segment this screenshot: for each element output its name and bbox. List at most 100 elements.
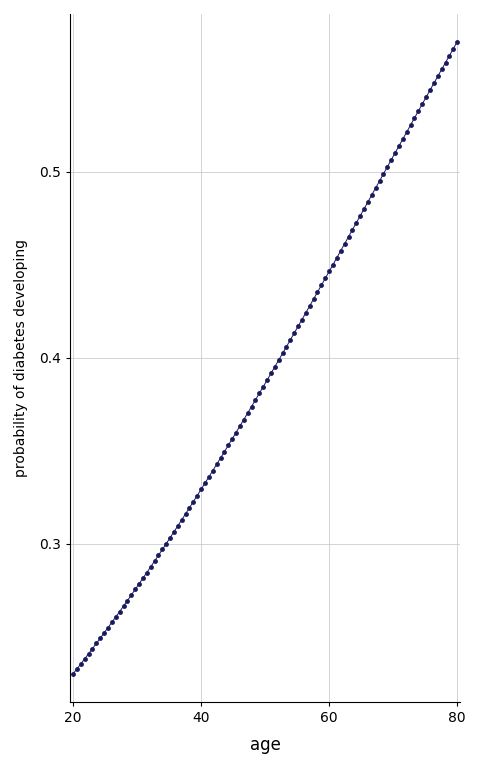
Point bbox=[104, 621, 112, 634]
Point bbox=[155, 549, 162, 561]
Point bbox=[368, 189, 376, 201]
Point bbox=[391, 147, 399, 159]
Point bbox=[236, 420, 244, 432]
Point bbox=[403, 126, 410, 138]
Point bbox=[298, 313, 306, 326]
Point bbox=[395, 140, 403, 152]
Point bbox=[415, 105, 422, 118]
Point bbox=[205, 471, 213, 483]
Point bbox=[360, 203, 368, 215]
Point bbox=[151, 555, 158, 568]
Point bbox=[186, 502, 193, 514]
Point bbox=[453, 36, 461, 48]
Point bbox=[279, 347, 287, 359]
Point bbox=[318, 279, 325, 291]
Point bbox=[89, 642, 96, 654]
Point bbox=[143, 567, 151, 579]
Point bbox=[108, 616, 116, 628]
Point bbox=[81, 653, 89, 665]
Point bbox=[252, 394, 259, 406]
Point bbox=[190, 495, 197, 508]
Point bbox=[325, 265, 333, 277]
Point bbox=[116, 605, 123, 617]
Point bbox=[228, 433, 236, 445]
Point bbox=[438, 63, 445, 75]
Point bbox=[287, 334, 294, 346]
Point bbox=[69, 667, 77, 680]
Point bbox=[275, 354, 283, 366]
Point bbox=[139, 572, 147, 584]
Point bbox=[220, 445, 228, 458]
Point bbox=[422, 91, 430, 103]
Point bbox=[306, 300, 313, 312]
Point bbox=[329, 258, 337, 270]
Point bbox=[248, 400, 255, 412]
Point bbox=[255, 387, 263, 399]
Point bbox=[356, 210, 364, 222]
Point bbox=[112, 611, 120, 623]
Point bbox=[445, 49, 453, 61]
Point bbox=[85, 647, 93, 660]
Point bbox=[430, 77, 438, 89]
Point bbox=[310, 293, 317, 305]
Point bbox=[267, 367, 275, 379]
Point bbox=[166, 531, 174, 544]
Point bbox=[449, 42, 457, 55]
Point bbox=[77, 657, 84, 670]
Point bbox=[128, 589, 135, 601]
Point bbox=[380, 167, 387, 180]
Point bbox=[73, 663, 81, 675]
Point bbox=[302, 306, 310, 319]
Point bbox=[120, 600, 127, 612]
Point bbox=[283, 340, 290, 353]
Point bbox=[178, 514, 186, 526]
Point bbox=[201, 477, 209, 489]
Point bbox=[193, 489, 201, 502]
Point bbox=[93, 637, 100, 650]
Point bbox=[271, 361, 279, 373]
Point bbox=[96, 632, 104, 644]
Point bbox=[352, 217, 360, 229]
Point bbox=[100, 627, 108, 639]
Point bbox=[259, 381, 267, 393]
Y-axis label: probability of diabetes developing: probability of diabetes developing bbox=[14, 239, 28, 477]
Point bbox=[313, 286, 321, 298]
Point bbox=[399, 133, 407, 145]
Point bbox=[372, 182, 380, 194]
Point bbox=[337, 244, 345, 257]
Point bbox=[158, 543, 166, 555]
Point bbox=[333, 251, 341, 263]
Point bbox=[174, 520, 182, 532]
X-axis label: age: age bbox=[250, 736, 281, 754]
Point bbox=[419, 98, 426, 111]
Point bbox=[225, 439, 232, 452]
Point bbox=[147, 561, 155, 573]
Point bbox=[290, 327, 298, 339]
Point bbox=[426, 84, 434, 96]
Point bbox=[442, 56, 449, 68]
Point bbox=[384, 161, 391, 173]
Point bbox=[135, 578, 143, 590]
Point bbox=[244, 407, 252, 419]
Point bbox=[213, 458, 220, 471]
Point bbox=[132, 584, 139, 596]
Point bbox=[410, 112, 418, 124]
Point bbox=[182, 508, 190, 520]
Point bbox=[232, 426, 240, 439]
Point bbox=[345, 230, 352, 243]
Point bbox=[322, 272, 329, 284]
Point bbox=[364, 196, 372, 208]
Point bbox=[162, 538, 170, 550]
Point bbox=[123, 594, 131, 607]
Point bbox=[376, 175, 384, 187]
Point bbox=[348, 223, 356, 236]
Point bbox=[263, 374, 271, 386]
Point bbox=[209, 465, 216, 477]
Point bbox=[240, 413, 248, 425]
Point bbox=[341, 237, 348, 250]
Point bbox=[170, 525, 178, 538]
Point bbox=[434, 70, 442, 82]
Point bbox=[216, 452, 224, 464]
Point bbox=[197, 483, 205, 495]
Point bbox=[387, 154, 395, 166]
